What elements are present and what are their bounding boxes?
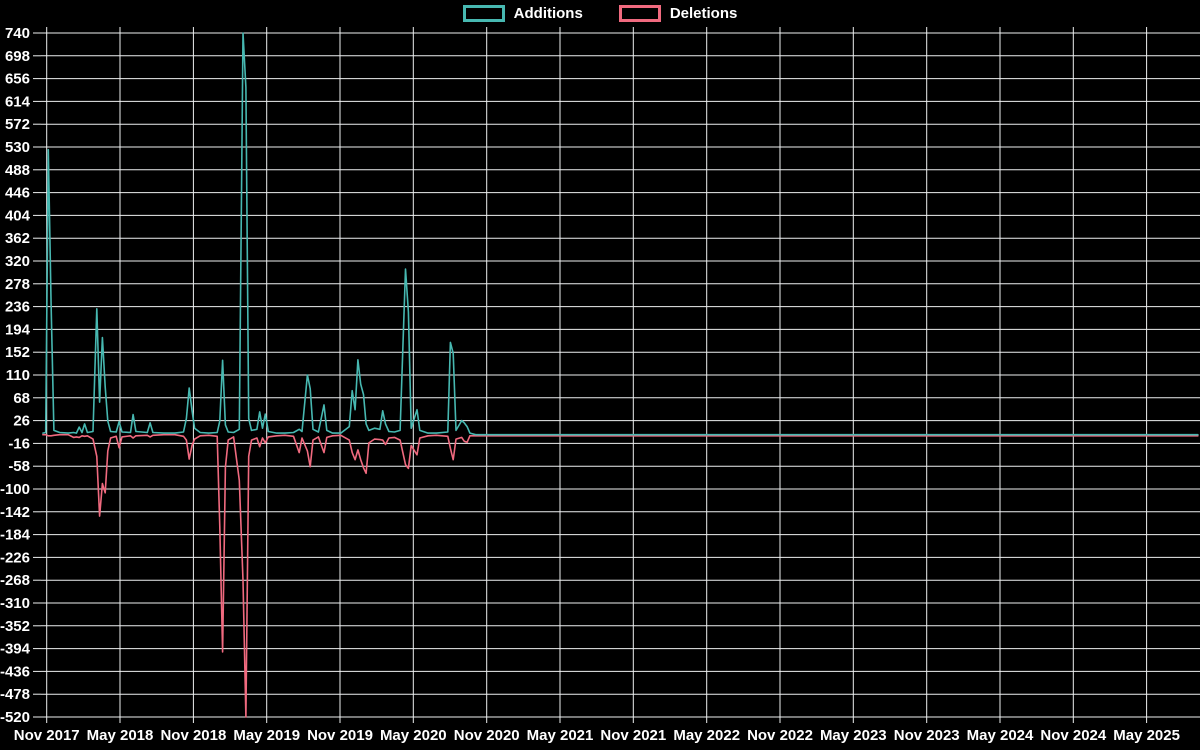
svg-text:-436: -436 <box>0 663 30 680</box>
svg-text:488: 488 <box>5 162 30 179</box>
svg-text:194: 194 <box>5 321 31 338</box>
svg-text:236: 236 <box>5 299 30 316</box>
svg-text:698: 698 <box>5 48 30 65</box>
deletions-line <box>42 433 1199 718</box>
chart-legend: Additions Deletions <box>0 5 1200 22</box>
svg-text:Nov 2022: Nov 2022 <box>747 727 813 744</box>
deletions-swatch-icon <box>618 5 661 22</box>
svg-text:Nov 2019: Nov 2019 <box>307 727 373 744</box>
legend-label-deletions: Deletions <box>669 5 738 22</box>
svg-text:Nov 2017: Nov 2017 <box>14 727 80 744</box>
svg-text:-394: -394 <box>0 641 31 658</box>
svg-text:Nov 2021: Nov 2021 <box>600 727 666 744</box>
svg-text:Nov 2023: Nov 2023 <box>894 727 960 744</box>
svg-text:May 2023: May 2023 <box>820 727 887 744</box>
svg-text:May 2019: May 2019 <box>233 727 300 744</box>
svg-text:May 2020: May 2020 <box>380 727 447 744</box>
svg-text:Nov 2020: Nov 2020 <box>454 727 520 744</box>
svg-text:-310: -310 <box>0 595 30 612</box>
svg-text:614: 614 <box>5 93 31 110</box>
svg-text:May 2025: May 2025 <box>1113 727 1180 744</box>
svg-text:May 2018: May 2018 <box>87 727 154 744</box>
svg-text:278: 278 <box>5 276 30 293</box>
additions-line <box>42 32 1199 436</box>
svg-text:Nov 2018: Nov 2018 <box>160 727 226 744</box>
svg-text:-268: -268 <box>0 572 30 589</box>
y-axis-labels: 740 698 656 614 572 530 488 446 404 362 320 278 236 1… <box>0 25 31 726</box>
legend-item-deletions[interactable]: Deletions <box>618 5 738 22</box>
svg-text:26: 26 <box>13 413 30 430</box>
legend-item-additions[interactable]: Additions <box>462 5 583 22</box>
svg-text:320: 320 <box>5 253 30 270</box>
svg-text:530: 530 <box>5 139 30 156</box>
svg-text:May 2021: May 2021 <box>527 727 594 744</box>
svg-text:152: 152 <box>5 344 30 361</box>
svg-text:68: 68 <box>13 390 30 407</box>
additions-swatch-icon <box>462 5 505 22</box>
svg-text:-100: -100 <box>0 481 30 498</box>
svg-text:362: 362 <box>5 230 30 247</box>
svg-text:-520: -520 <box>0 709 30 726</box>
svg-text:-184: -184 <box>0 527 31 544</box>
legend-label-additions: Additions <box>513 5 583 22</box>
svg-text:404: 404 <box>5 207 31 224</box>
svg-text:Nov 2024: Nov 2024 <box>1040 727 1107 744</box>
svg-text:740: 740 <box>5 25 30 42</box>
svg-text:-58: -58 <box>8 458 30 475</box>
svg-text:-16: -16 <box>8 435 30 452</box>
svg-text:656: 656 <box>5 71 30 88</box>
gridlines <box>33 27 1200 723</box>
svg-text:446: 446 <box>5 185 30 202</box>
svg-text:-352: -352 <box>0 618 30 635</box>
x-axis-labels: Nov 2017 May 2018 Nov 2018 May 2019 Nov 2019… <box>14 727 1180 744</box>
svg-text:-142: -142 <box>0 504 30 521</box>
svg-text:110: 110 <box>6 367 30 384</box>
svg-text:-226: -226 <box>0 549 30 566</box>
svg-text:-478: -478 <box>0 686 30 703</box>
svg-text:May 2022: May 2022 <box>673 727 740 744</box>
svg-text:572: 572 <box>5 116 30 133</box>
svg-text:May 2024: May 2024 <box>967 727 1034 744</box>
